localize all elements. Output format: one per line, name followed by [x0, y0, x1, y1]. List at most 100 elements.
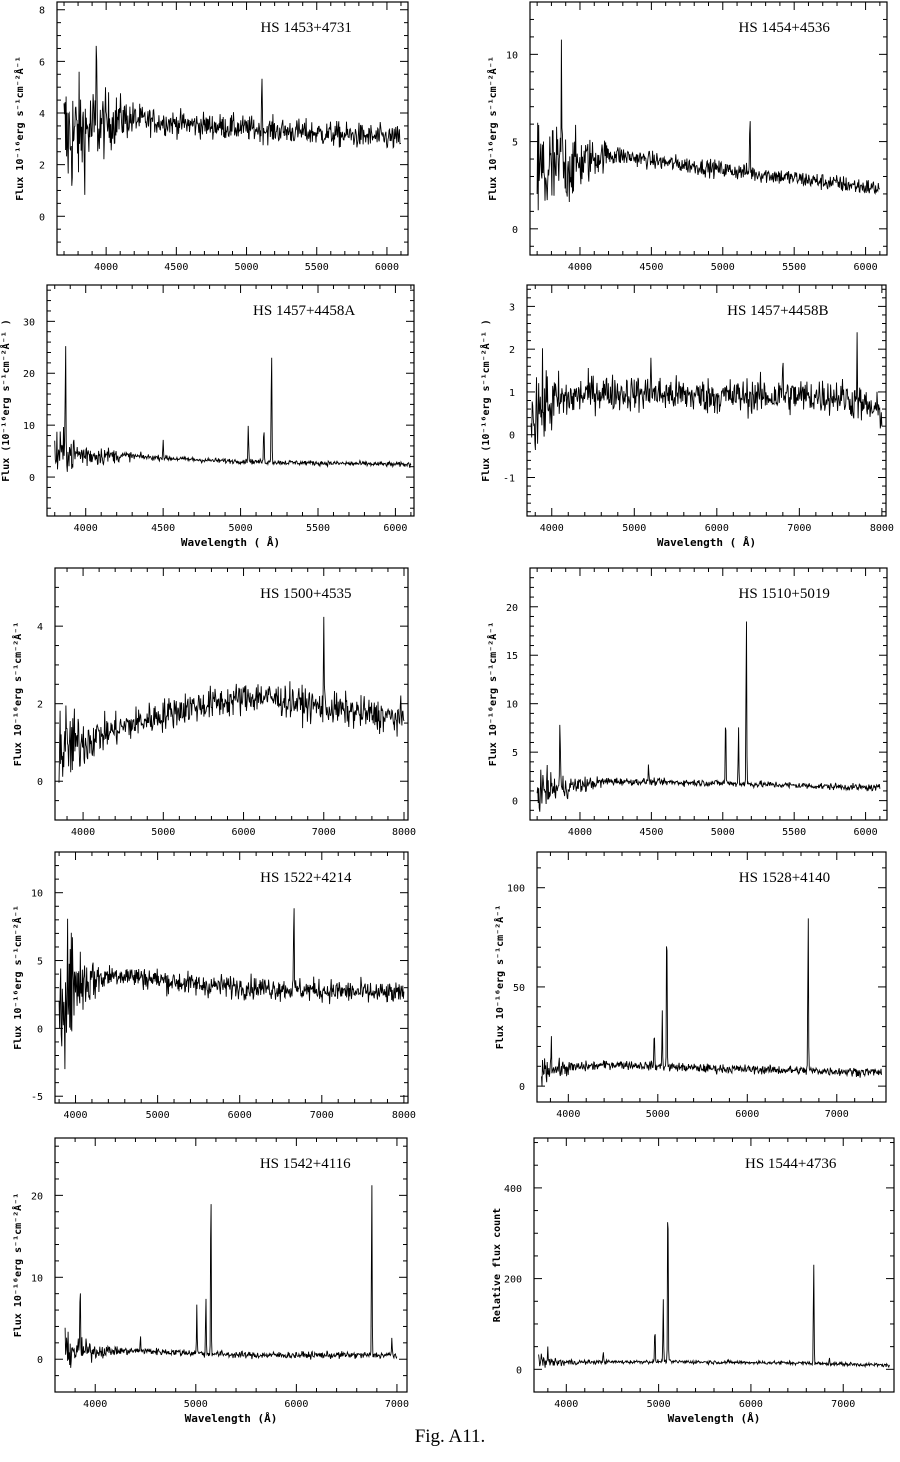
x-tick-label: 4000 [568, 262, 592, 273]
panel-title: HS 1457+4458A [253, 303, 355, 319]
plot-frame [533, 1137, 895, 1393]
y-tick-label: 50 [513, 983, 525, 994]
y-tick-label: -5 [31, 1092, 43, 1103]
y-tick-label: 2 [39, 161, 45, 172]
spectrum-chart: 4000 5000 6000 7000 8000 -5 0 5 10 HS 1522+4214 Fl… [11, 851, 416, 1121]
y-tick-label: 4 [39, 109, 45, 120]
x-tick-label: 4000 [94, 262, 118, 273]
y-axis-label: Flux (10⁻¹⁶erg s⁻¹cm⁻²Å⁻¹ ) [479, 319, 492, 482]
spectrum-line [58, 908, 405, 1070]
x-tick-label: 4000 [83, 1399, 107, 1410]
x-tick-label: 5000 [229, 523, 253, 534]
y-tick-label: 0 [37, 1024, 43, 1035]
spectrum-chart: 4000 5000 6000 7000 8000 0 2 4 HS 1500+4535 Flux … [11, 567, 416, 838]
plot-frame [536, 851, 887, 1103]
y-axis-label: Flux (10⁻¹⁶erg s⁻¹cm⁻²Å⁻¹ ) [0, 319, 12, 482]
spectrum-chart: 4000 5000 6000 7000 0 50 100 HS 1528+4140 Flux 1… [493, 851, 887, 1120]
x-axis-label: Wavelength (Å) [668, 1412, 761, 1425]
x-tick-label: 5000 [646, 1109, 670, 1120]
x-tick-label: 7000 [831, 1399, 855, 1410]
y-tick-label: 1 [509, 388, 515, 399]
spectrum-chart: 4000 4500 5000 5500 6000 0 5 10 15 20 HS 1510+5019… [486, 567, 888, 838]
x-tick-label: 8000 [870, 523, 894, 534]
spectrum-line [536, 621, 881, 812]
spectrum-chart: 4000 4500 5000 5500 6000 0 10 20 30 HS 1457+4458A… [0, 284, 415, 549]
x-tick-label: 4000 [71, 827, 95, 838]
y-tick-label: 10 [506, 700, 518, 711]
y-tick-label: 0 [37, 777, 43, 788]
x-tick-label: 4000 [554, 1399, 578, 1410]
x-tick-label: 6000 [228, 1110, 252, 1121]
x-axis-label: Wavelength ( Å) [181, 536, 280, 549]
x-tick-label: 6000 [854, 262, 878, 273]
y-tick-label: 8 [39, 6, 45, 17]
y-tick-label: 4 [37, 622, 43, 633]
x-tick-label: 4500 [639, 827, 663, 838]
x-axis-label: Wavelength ( Å) [657, 536, 756, 549]
y-tick-label: 100 [507, 884, 525, 895]
y-tick-label: 0 [516, 1365, 522, 1376]
y-tick-label: 20 [23, 369, 35, 380]
x-tick-label: 5000 [151, 827, 175, 838]
plot-frame [54, 851, 409, 1104]
x-tick-label: 8000 [392, 827, 416, 838]
y-axis-label: Flux 10⁻¹⁶erg s⁻¹cm⁻²Å⁻¹ [486, 56, 499, 201]
y-tick-label: 0 [37, 1355, 43, 1366]
x-tick-label: 4500 [639, 262, 663, 273]
spectrum-panel: 4000 5000 6000 7000 8000 -1 0 1 2 3 HS 1457+4458B F… [479, 284, 894, 549]
x-tick-label: 7000 [312, 827, 336, 838]
x-axis-label: Wavelength (Å) [185, 1412, 278, 1425]
x-tick-label: 6000 [735, 1109, 759, 1120]
x-tick-label: 5000 [234, 262, 258, 273]
x-tick-label: 7000 [787, 523, 811, 534]
x-tick-label: 6000 [854, 827, 878, 838]
plot-frame [529, 1, 888, 256]
panel-title: HS 1528+4140 [739, 870, 830, 886]
x-tick-label: 6000 [284, 1399, 308, 1410]
x-tick-label: 5000 [711, 827, 735, 838]
x-tick-label: 4000 [63, 1110, 87, 1121]
spectrum-line [536, 39, 881, 211]
x-tick-label: 5500 [306, 523, 330, 534]
y-axis-label: Flux 10⁻¹⁶erg s⁻¹cm⁻²Å⁻¹ [11, 1193, 24, 1338]
x-tick-label: 4000 [556, 1109, 580, 1120]
spectrum-panel: 4000 5000 6000 7000 0 50 100 HS 1528+4140 Flux 1… [493, 851, 887, 1120]
panel-title: HS 1522+4214 [260, 870, 352, 886]
y-tick-label: 0 [512, 225, 518, 236]
y-tick-label: 0 [519, 1082, 525, 1093]
y-tick-label: 5 [512, 138, 518, 149]
x-tick-label: 5500 [305, 262, 329, 273]
panel-title: HS 1500+4535 [260, 586, 351, 602]
spectrum-chart: 4000 4500 5000 5500 6000 0 2 4 6 8 HS 1453+4731 Flu… [13, 1, 409, 273]
panel-title: HS 1457+4458B [727, 303, 828, 319]
plot-frame [54, 1137, 408, 1393]
x-tick-label: 5000 [184, 1399, 208, 1410]
y-tick-label: 0 [29, 473, 35, 484]
x-tick-label: 6000 [383, 523, 407, 534]
y-axis-label: Flux 10⁻¹⁶erg s⁻¹cm⁻²Å⁻¹ [13, 56, 26, 201]
spectrum-panel: 4000 5000 6000 7000 0 10 20 HS 1542+4116 Flux 10… [11, 1137, 409, 1425]
x-tick-label: 6000 [705, 523, 729, 534]
x-tick-label: 5500 [782, 262, 806, 273]
y-tick-label: 200 [504, 1275, 522, 1286]
spectrum-line [541, 918, 882, 1087]
x-tick-label: 7000 [310, 1110, 334, 1121]
x-tick-label: 4500 [151, 523, 175, 534]
x-tick-label: 6000 [375, 262, 399, 273]
x-tick-label: 8000 [392, 1110, 416, 1121]
x-tick-label: 5500 [782, 827, 806, 838]
spectrum-line [54, 346, 412, 472]
spectrum-chart: 4000 4500 5000 5500 6000 0 5 10 HS 1454+4536 Flux… [486, 1, 888, 273]
x-tick-label: 4000 [540, 523, 564, 534]
y-tick-label: 10 [31, 889, 43, 900]
spectrum-line [58, 616, 405, 783]
y-tick-label: 10 [506, 50, 518, 61]
y-tick-label: -1 [503, 474, 515, 485]
x-tick-label: 7000 [825, 1109, 849, 1120]
x-tick-label: 5000 [622, 523, 646, 534]
plot-frame [529, 567, 888, 821]
y-tick-label: 10 [23, 421, 35, 432]
y-tick-label: 2 [37, 700, 43, 711]
spectrum-panel: 4000 5000 6000 7000 8000 0 2 4 HS 1500+4535 Flux … [11, 567, 416, 838]
spectrum-line [538, 1222, 890, 1369]
